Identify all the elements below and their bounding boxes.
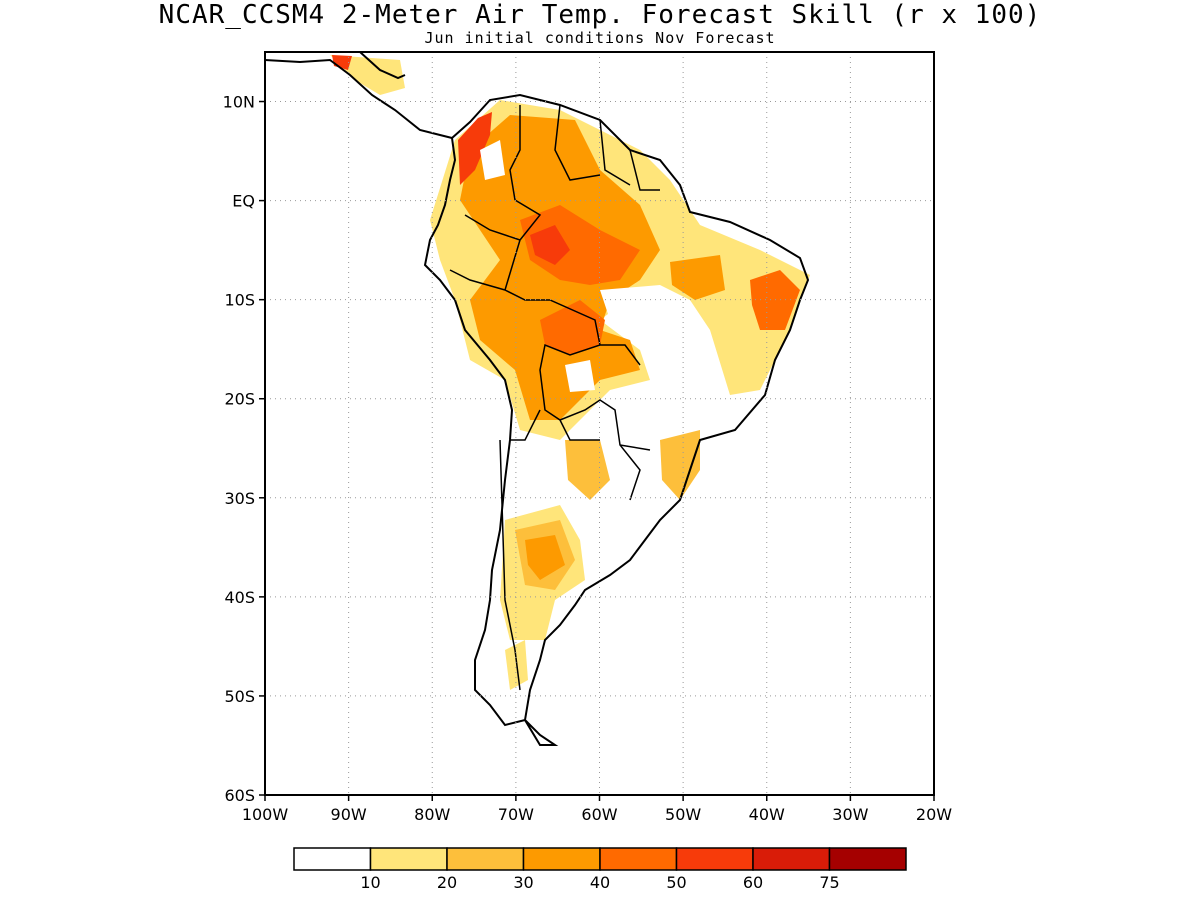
- legend-swatch: [446, 847, 525, 871]
- legend-label: 10: [360, 873, 380, 892]
- lat-tick-label: 10N: [223, 93, 255, 112]
- skill-patch-central-red: [530, 225, 570, 265]
- lon-tick-label: 80W: [414, 805, 450, 824]
- legend-label: 20: [437, 873, 457, 892]
- coastline: [265, 52, 810, 746]
- lon-tick-label: 50W: [665, 805, 701, 824]
- coastline-central-america-north: [359, 52, 406, 80]
- lon-axis: 100W 90W 80W 70W 60W 50W 40W 30W 20W: [242, 795, 952, 824]
- coastline-south-america: [423, 93, 810, 746]
- lon-tick-label: 20W: [916, 805, 952, 824]
- lat-tick-label: 20S: [224, 390, 255, 409]
- legend-label: 30: [513, 873, 533, 892]
- lon-tick-label: 100W: [242, 805, 289, 824]
- skill-hole-3: [565, 360, 595, 392]
- lon-tick-label: 30W: [832, 805, 868, 824]
- legend-swatch: [599, 847, 678, 871]
- legend-swatch: [369, 847, 448, 871]
- skill-patch-paraguay: [565, 440, 610, 500]
- lat-tick-label: 60S: [224, 786, 255, 805]
- legend-swatch: [293, 847, 372, 871]
- legend-label: 40: [590, 873, 610, 892]
- lat-tick-label: EQ: [232, 192, 255, 211]
- lat-tick-label: 10S: [224, 291, 255, 310]
- map-title: NCAR_CCSM4 2-Meter Air Temp. Forecast Sk…: [158, 0, 1042, 30]
- legend-label: 75: [819, 873, 839, 892]
- skill-patch-east-orange-2: [670, 255, 725, 300]
- skill-shading: [330, 55, 810, 690]
- lon-tick-label: 40W: [749, 805, 785, 824]
- map-subtitle: Jun initial conditions Nov Forecast: [424, 29, 776, 47]
- lon-tick-label: 60W: [581, 805, 617, 824]
- lat-tick-label: 30S: [224, 489, 255, 508]
- skill-patch-north-red: [520, 205, 640, 285]
- lat-axis: 10N EQ 10S 20S 30S 40S 50S 60S: [223, 93, 265, 805]
- legend-swatch: [828, 847, 907, 871]
- legend-swatch: [675, 847, 754, 871]
- skill-patch-bolivia-red: [540, 300, 605, 355]
- legend-swatch: [522, 847, 601, 871]
- lon-tick-label: 90W: [331, 805, 367, 824]
- color-legend: 10 20 30 40 50 60 75: [293, 847, 907, 892]
- legend-label: 50: [666, 873, 686, 892]
- border-internal: [449, 104, 660, 691]
- skill-patch-colombia-red: [458, 112, 492, 185]
- legend-swatch: [752, 847, 831, 871]
- skill-hole-2: [480, 140, 505, 180]
- skill-hole-1: [600, 285, 690, 335]
- coastline-central-america: [265, 58, 453, 139]
- skill-patch-southbrazil: [660, 430, 700, 500]
- lat-tick-label: 50S: [224, 687, 255, 706]
- lon-tick-label: 70W: [498, 805, 534, 824]
- lat-tick-label: 40S: [224, 588, 255, 607]
- legend-label: 60: [743, 873, 763, 892]
- skill-patch-argentina-core: [525, 535, 565, 580]
